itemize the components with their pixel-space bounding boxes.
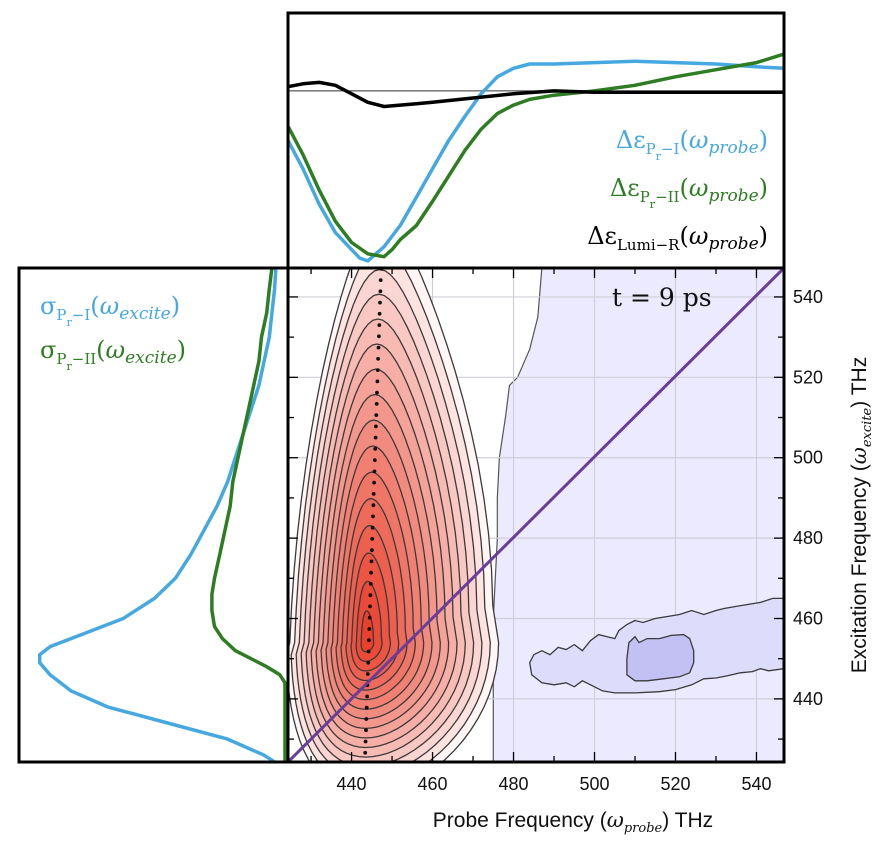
peak-trace-dot [374, 424, 378, 429]
peak-trace-dot [366, 660, 371, 665]
left-legend-entry: σPr−I(ωexcite) [40, 292, 180, 329]
left-frame [17, 266, 290, 764]
x-tick-label: 500 [579, 774, 609, 794]
x-tick-label: 440 [337, 774, 367, 794]
peak-trace-dots [363, 268, 383, 755]
peak-trace-dot [368, 604, 372, 609]
peak-trace-dot [368, 593, 373, 598]
main-contour-plot: t = 9 ps [286, 266, 786, 764]
peak-trace-dot [371, 503, 376, 508]
peak-trace-dot [370, 537, 375, 541]
top-series-pr-ii [288, 52, 784, 259]
peak-trace-dot [370, 525, 375, 530]
y-tick-label: 440 [793, 689, 823, 709]
peak-trace-dot [369, 559, 374, 564]
positive-contours [288, 268, 500, 762]
time-annotation: t = 9 ps [612, 283, 712, 312]
x-tick-label: 540 [741, 774, 771, 794]
y-tick-label: 500 [793, 448, 823, 468]
peak-trace-dot [372, 480, 376, 485]
negative-contours [529, 597, 784, 694]
x-tick-labels: 440 460 480 500 520 540 [337, 774, 772, 794]
peak-trace-dot [364, 705, 369, 710]
y-tick-label: 480 [793, 528, 823, 548]
peak-trace-dot [374, 402, 379, 406]
peak-trace-dot [369, 570, 373, 575]
x-axis-label: Probe Frequency (ωprobe) THz [433, 808, 713, 836]
main-ticks [288, 268, 784, 762]
peak-trace-dot [375, 368, 380, 372]
left-series [37, 268, 287, 762]
y-tick-labels: 440 460 480 500 520 540 [793, 287, 823, 709]
top-series-pr-i [288, 59, 784, 263]
top-spectrum-panel: ΔεPr−I(ωprobe) ΔεPr−II(ωprobe) ΔεLumi−R(ωp… [286, 11, 786, 270]
peak-trace-dot [375, 379, 380, 384]
y-axis-label: Excitation Frequency (ωexcite) THz [847, 357, 875, 673]
peak-trace-dot [367, 638, 371, 643]
peak-trace-dot [377, 323, 382, 327]
peak-trace-dot [371, 492, 376, 496]
peak-trace-dot [367, 627, 372, 631]
x-tick-label: 520 [660, 774, 690, 794]
peak-trace-dot [378, 278, 383, 282]
negative-contour-inner [626, 633, 695, 682]
peak-trace-dot [378, 300, 382, 305]
peak-trace-dot [372, 458, 377, 462]
peak-trace-dot [374, 413, 379, 417]
top-series [288, 52, 784, 263]
peak-trace-dot [364, 717, 369, 721]
left-legend-entry: σPr−II(ωexcite) [40, 336, 186, 373]
x-tick-label: 480 [499, 774, 529, 794]
diagonal-line [288, 268, 784, 762]
y-tick-label: 540 [793, 287, 823, 307]
peak-trace-dot [375, 390, 379, 395]
peak-trace-dot [370, 548, 374, 553]
left-series-pr-ii [210, 268, 287, 762]
top-legend-entry: ΔεLumi−R(ωprobe) [587, 222, 768, 254]
peak-trace-dot [378, 289, 383, 294]
peak-trace-dot [366, 649, 371, 654]
peak-trace-dot [365, 672, 370, 676]
peak-trace-dot [376, 356, 380, 361]
peak-trace-dot [363, 750, 368, 755]
top-legend-entry: ΔεPr−I(ωprobe) [616, 126, 768, 163]
peak-trace-dot [372, 469, 377, 474]
x-tick-label: 460 [418, 774, 448, 794]
left-spectrum-panel: σPr−I(ωexcite) σPr−II(ωexcite) [17, 266, 290, 764]
peak-trace-dot [363, 739, 368, 744]
peak-trace-dot [377, 311, 382, 316]
peak-trace-dot [368, 582, 373, 586]
peak-trace-dot [364, 728, 368, 733]
top-series-lumi-r [288, 80, 784, 109]
left-legend: σPr−I(ωexcite) σPr−II(ωexcite) [40, 292, 186, 373]
peak-trace-dot [367, 615, 372, 620]
peak-trace-dot [377, 334, 381, 339]
peak-trace-dot [373, 447, 378, 451]
peak-trace-dot [373, 435, 378, 440]
left-series-pr-i [37, 268, 278, 762]
y-tick-label: 460 [793, 609, 823, 629]
peak-trace-dot [365, 694, 369, 699]
top-frame [286, 11, 786, 270]
peak-trace-dot [371, 514, 375, 519]
top-legend-entry: ΔεPr−II(ωprobe) [610, 174, 768, 211]
peak-trace-dot [376, 345, 381, 350]
y-tick-label: 520 [793, 367, 823, 387]
top-legend: ΔεPr−I(ωprobe) ΔεPr−II(ωprobe) ΔεLumi−R(ωp… [587, 126, 768, 254]
